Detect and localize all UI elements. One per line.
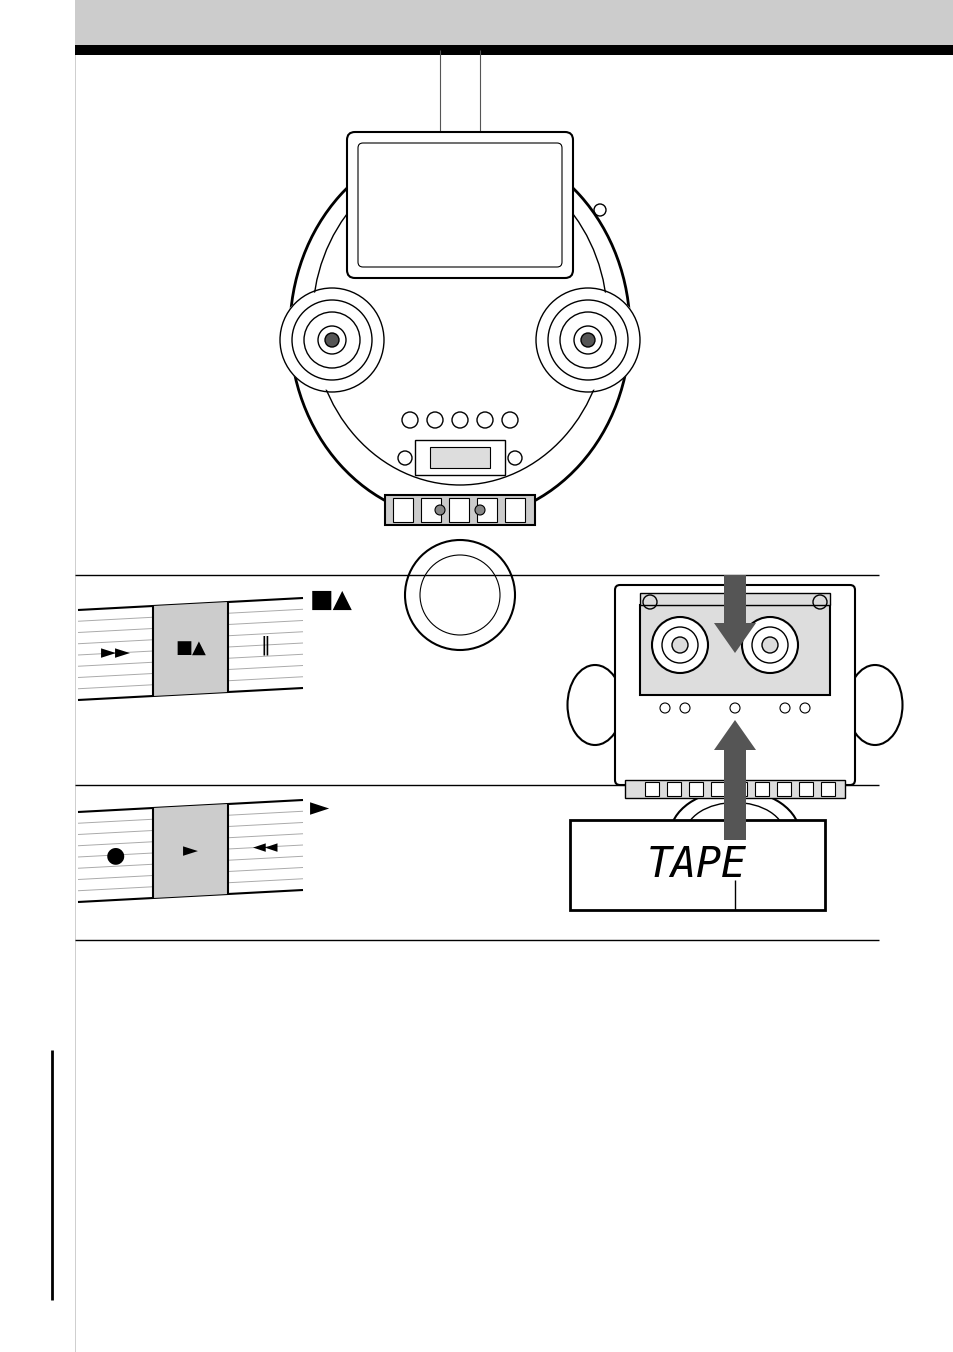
Bar bbox=[639, 594, 829, 604]
Circle shape bbox=[580, 333, 595, 347]
FancyBboxPatch shape bbox=[615, 585, 854, 786]
Bar bbox=[666, 781, 680, 796]
Text: ◄◄: ◄◄ bbox=[253, 838, 278, 856]
Bar bbox=[569, 821, 824, 910]
Circle shape bbox=[671, 637, 687, 653]
Bar bbox=[385, 495, 535, 525]
Circle shape bbox=[651, 617, 707, 673]
Bar bbox=[624, 780, 844, 798]
Bar bbox=[754, 781, 768, 796]
Bar bbox=[688, 781, 702, 796]
Ellipse shape bbox=[567, 665, 622, 745]
Bar bbox=[430, 448, 490, 468]
Text: ►: ► bbox=[183, 841, 198, 860]
Circle shape bbox=[325, 333, 338, 347]
Circle shape bbox=[741, 617, 797, 673]
Circle shape bbox=[435, 506, 444, 515]
Polygon shape bbox=[152, 602, 228, 696]
Text: ►: ► bbox=[310, 796, 329, 821]
Bar bbox=[476, 498, 497, 522]
Circle shape bbox=[574, 326, 601, 354]
Text: ●: ● bbox=[106, 845, 125, 865]
Text: TAPE: TAPE bbox=[646, 844, 746, 886]
Bar bbox=[732, 781, 746, 796]
Circle shape bbox=[475, 506, 484, 515]
Polygon shape bbox=[78, 800, 303, 902]
Bar bbox=[799, 781, 812, 796]
Bar bbox=[75, 0, 953, 45]
Bar bbox=[644, 781, 659, 796]
Circle shape bbox=[317, 326, 346, 354]
Text: ■▲: ■▲ bbox=[175, 639, 206, 658]
Polygon shape bbox=[713, 721, 755, 840]
Text: ►►: ►► bbox=[100, 644, 131, 662]
Text: ■▲: ■▲ bbox=[310, 588, 353, 612]
Bar bbox=[415, 439, 504, 475]
Text: ‖: ‖ bbox=[260, 635, 270, 654]
Bar bbox=[504, 498, 524, 522]
Bar bbox=[393, 498, 413, 522]
Circle shape bbox=[751, 627, 787, 662]
Polygon shape bbox=[152, 804, 228, 898]
FancyBboxPatch shape bbox=[347, 132, 573, 279]
Polygon shape bbox=[78, 598, 303, 700]
Ellipse shape bbox=[276, 289, 387, 389]
Bar bbox=[710, 781, 724, 796]
Bar bbox=[821, 781, 834, 796]
Ellipse shape bbox=[846, 665, 902, 745]
Bar bbox=[776, 781, 790, 796]
Bar bbox=[75, 45, 953, 55]
Circle shape bbox=[761, 637, 778, 653]
Bar bbox=[420, 498, 440, 522]
Ellipse shape bbox=[669, 790, 800, 880]
Bar bbox=[639, 604, 829, 695]
Ellipse shape bbox=[290, 141, 629, 521]
Bar bbox=[449, 498, 469, 522]
Circle shape bbox=[661, 627, 698, 662]
Polygon shape bbox=[713, 575, 755, 653]
Ellipse shape bbox=[533, 289, 642, 389]
